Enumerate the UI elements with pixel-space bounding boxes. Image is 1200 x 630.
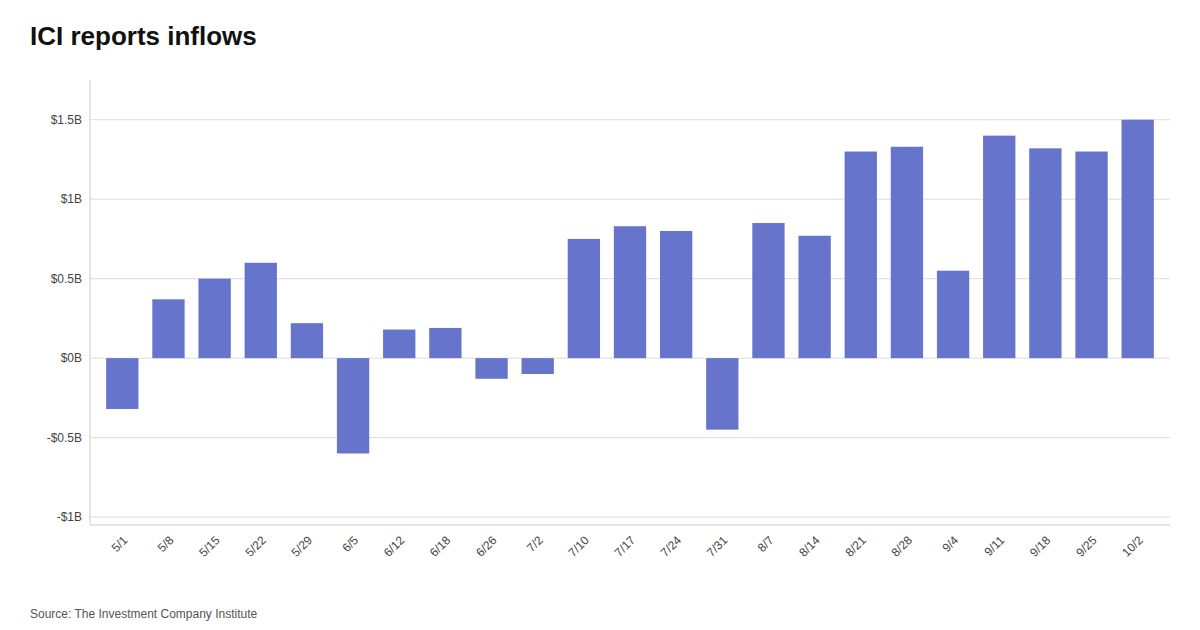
bar: [706, 358, 738, 430]
bar: [1075, 152, 1107, 359]
y-axis-line: [90, 80, 91, 525]
y-tick-label: $0B: [61, 351, 82, 365]
x-tick-label: 7/2: [524, 533, 546, 555]
x-tick-label: 6/5: [339, 533, 361, 555]
x-tick-label: 7/17: [612, 533, 639, 560]
bar: [660, 231, 692, 358]
y-tick-label: -$0.5B: [47, 431, 82, 445]
background: [0, 0, 1200, 630]
x-tick-label: 6/12: [381, 533, 408, 560]
x-tick-label: 8/14: [796, 533, 823, 560]
bar: [845, 152, 877, 359]
bar: [106, 358, 138, 409]
chart-svg: -$1B -$0.5B $0B $0.5B $1B $1.5B 5/1 5/8 5/15 5/22…: [0, 0, 1200, 630]
bar: [937, 271, 969, 358]
x-tick-label: 8/28: [889, 533, 916, 560]
x-tick-label: 10/2: [1119, 533, 1146, 560]
x-tick-label: 5/29: [289, 533, 316, 560]
bar: [983, 136, 1015, 359]
x-tick-label: 7/10: [565, 533, 592, 560]
x-tick-label: 9/25: [1073, 533, 1100, 560]
x-tick-label: 7/31: [704, 533, 731, 560]
x-tick-label: 8/21: [842, 533, 869, 560]
bar: [429, 328, 461, 358]
chart-container: -$1B -$0.5B $0B $0.5B $1B $1.5B 5/1 5/8 5/15 5/22…: [0, 0, 1200, 630]
bar: [291, 323, 323, 358]
x-axis-line: [90, 525, 1170, 526]
grid: [90, 120, 1170, 517]
bar: [475, 358, 507, 379]
x-tick-label: 9/11: [982, 533, 1008, 559]
bar: [383, 330, 415, 359]
x-tick-label: 5/1: [109, 533, 131, 555]
x-tick-label: 9/18: [1027, 533, 1054, 560]
grid-line: [90, 517, 1170, 518]
x-tick-label: 6/26: [473, 533, 500, 560]
bar: [337, 358, 369, 453]
y-tick-label: $1B: [61, 192, 82, 206]
bar: [1122, 120, 1154, 358]
title: ICI reports inflows: [30, 21, 257, 51]
x-tick-label: 8/7: [755, 533, 777, 555]
bar: [152, 299, 184, 358]
x-tick-label: 6/18: [427, 533, 454, 560]
x-tick-label: 5/22: [242, 533, 269, 560]
grid-line: [90, 119, 1170, 120]
y-tick-label: $1.5B: [51, 113, 82, 127]
bar: [522, 358, 554, 374]
y-tick-label: $0.5B: [51, 272, 82, 286]
bar: [798, 236, 830, 358]
bar: [198, 279, 230, 358]
bar: [614, 226, 646, 358]
x-tick-label: 5/8: [155, 533, 177, 555]
bars: [106, 120, 1154, 454]
x-tick-label: 7/24: [658, 533, 685, 560]
bar: [752, 223, 784, 358]
grid-line: [90, 437, 1170, 438]
bar: [568, 239, 600, 358]
bar: [891, 147, 923, 358]
y-tick-label: -$1B: [57, 510, 82, 524]
source: Source: The Investment Company Institute: [30, 607, 258, 621]
x-tick-label: 9/4: [939, 533, 961, 555]
bar: [245, 263, 277, 358]
bar: [1029, 148, 1061, 358]
x-tick-label: 5/15: [196, 533, 223, 560]
